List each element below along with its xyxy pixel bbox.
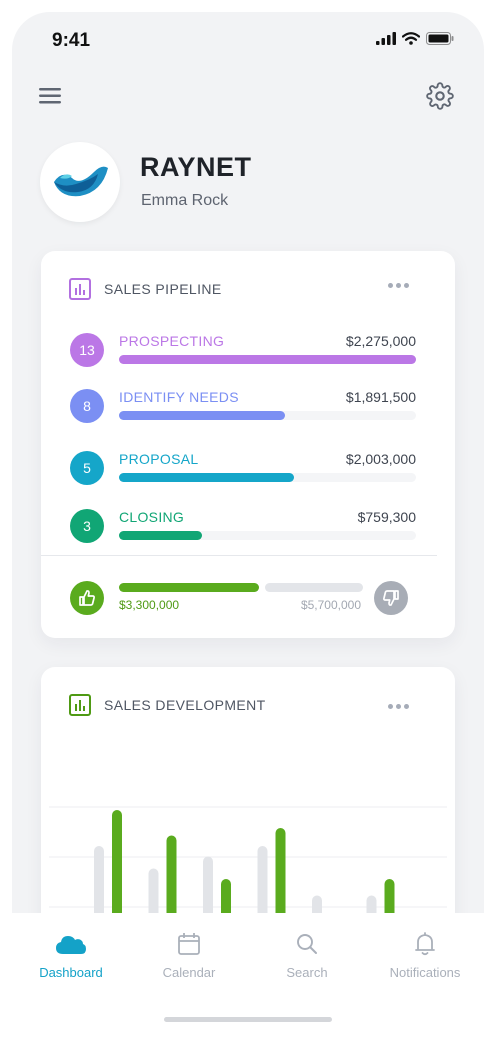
sales-pipeline-title: SALES PIPELINE <box>104 281 222 297</box>
stage-name: PROPOSAL <box>119 451 199 467</box>
stage-progress-fill <box>119 411 286 420</box>
sales-pipeline-header: SALES PIPELINE <box>69 278 222 300</box>
brand-name: RAYNET <box>140 152 252 182</box>
lost-badge[interactable] <box>374 581 408 615</box>
sales-development-header: SALES DEVELOPMENT <box>69 694 266 716</box>
stage-progress-fill <box>119 355 416 364</box>
stage-count-badge: 5 <box>70 451 104 485</box>
sales-development-title: SALES DEVELOPMENT <box>104 697 266 713</box>
won-progress-bar <box>119 583 259 592</box>
won-amount: $3,300,000 <box>119 598 180 612</box>
stage-progress-track <box>119 411 416 420</box>
gear-icon[interactable] <box>426 82 454 110</box>
stage-name: IDENTIFY NEEDS <box>119 389 239 405</box>
raynet-logo-icon <box>54 166 108 197</box>
lost-amount: $5,700,000 <box>300 598 361 612</box>
stage-count-badge: 13 <box>70 333 104 367</box>
pipeline-stage-closing[interactable]: 3 CLOSING $759,300 <box>70 507 416 547</box>
stage-count-badge: 8 <box>70 389 104 423</box>
home-indicator <box>164 1017 332 1022</box>
lost-progress-bar <box>265 583 363 592</box>
battery-icon <box>426 32 454 45</box>
pipeline-stage-identify-needs[interactable]: 8 IDENTIFY NEEDS $1,891,500 <box>70 387 416 427</box>
calendar-icon <box>178 933 200 955</box>
tab-label: Search <box>286 965 328 980</box>
user-name: Emma Rock <box>141 192 229 209</box>
pipeline-stage-proposal[interactable]: 5 PROPOSAL $2,003,000 <box>70 449 416 489</box>
bar-chart-icon <box>69 694 91 716</box>
tab-label: Notifications <box>389 965 461 980</box>
stage-progress-fill <box>119 473 295 482</box>
phone-screen: 9:41 <box>12 12 484 1047</box>
divider <box>41 555 437 556</box>
wifi-icon <box>402 32 420 45</box>
bell-icon <box>415 932 435 956</box>
stage-progress-fill <box>119 531 203 540</box>
company-logo <box>40 142 120 222</box>
stage-progress-track <box>119 531 416 540</box>
tab-calendar[interactable]: Calendar <box>130 929 248 980</box>
stage-progress-track <box>119 355 416 364</box>
status-bar: 9:41 <box>12 12 484 68</box>
won-badge[interactable] <box>70 581 104 615</box>
stage-amount: $759,300 <box>357 509 416 525</box>
stage-count-badge: 3 <box>70 509 104 543</box>
cloud-icon <box>56 936 86 954</box>
stage-amount: $2,003,000 <box>345 451 416 467</box>
tab-search[interactable]: Search <box>248 929 366 980</box>
hamburger-menu-icon[interactable] <box>38 86 64 106</box>
signal-icon <box>376 32 396 45</box>
stage-amount: $1,891,500 <box>345 389 416 405</box>
thumbs-up-icon <box>79 590 95 606</box>
tab-label: Calendar <box>162 965 216 980</box>
tab-notifications[interactable]: Notifications <box>366 929 484 980</box>
status-time: 9:41 <box>52 30 91 51</box>
more-options-icon[interactable] <box>388 283 409 288</box>
sales-pipeline-card: SALES PIPELINE 13 PROSPECTING $2,275,000… <box>41 251 455 638</box>
tab-dashboard[interactable]: Dashboard <box>12 929 130 980</box>
stage-name: PROSPECTING <box>119 333 225 349</box>
more-options-icon[interactable] <box>388 704 409 709</box>
stage-name: CLOSING <box>119 509 185 525</box>
pipeline-stage-prospecting[interactable]: 13 PROSPECTING $2,275,000 <box>70 331 416 371</box>
tab-label: Dashboard <box>39 965 103 980</box>
search-icon <box>297 934 317 954</box>
bottom-tab-bar: Dashboard Calendar Search Notifications <box>12 913 484 1047</box>
bar-chart-icon <box>69 278 91 300</box>
stage-amount: $2,275,000 <box>345 333 416 349</box>
thumbs-down-icon <box>383 590 399 606</box>
stage-progress-track <box>119 473 416 482</box>
status-icons <box>376 32 454 45</box>
